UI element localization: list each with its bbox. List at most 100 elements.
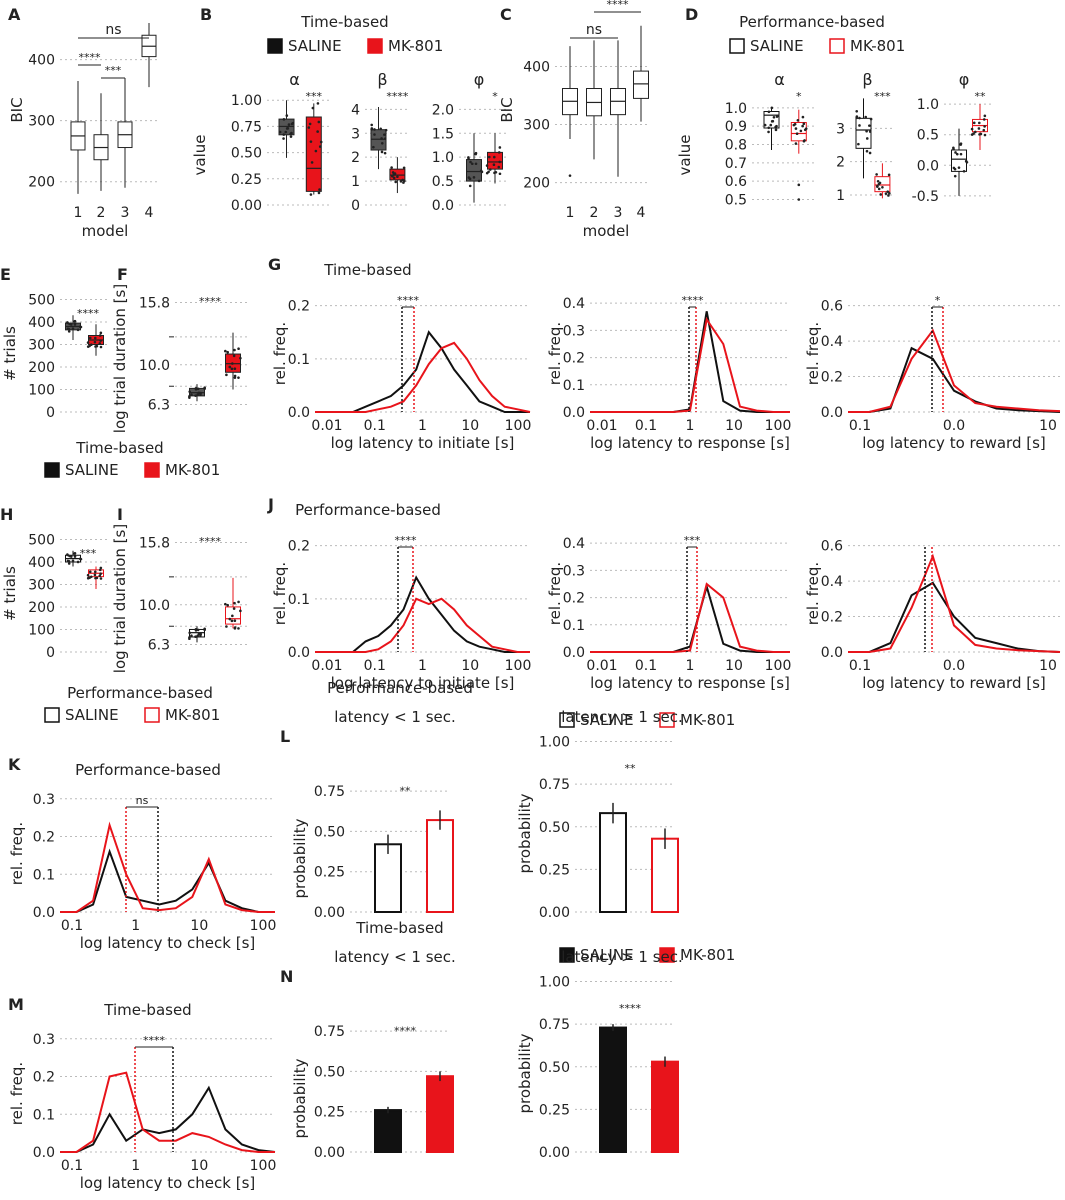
data-point (90, 343, 93, 347)
tick-label-x: 10 (190, 918, 208, 934)
panel-label-K: K (8, 755, 21, 774)
data-point (979, 132, 983, 136)
subplot-0-tick-label: 0.9 (725, 119, 747, 135)
subplot-2-tick-label: 0.0 (917, 158, 939, 174)
subplot-0-tick-label: 0.1 (288, 352, 310, 368)
subplot-0-tick-label: 1.00 (231, 93, 262, 109)
data-point (474, 152, 478, 156)
panel-label-J: J (267, 495, 274, 514)
data-point (379, 127, 383, 131)
subplot-1-tick-label: 0.2 (563, 351, 585, 367)
data-point (319, 140, 323, 144)
data-point (855, 116, 858, 120)
data-point (194, 628, 198, 631)
subplot-0-tick-label: 0.1 (288, 592, 310, 608)
sig-label: **** (395, 534, 418, 547)
sig-label: **** (199, 535, 222, 548)
series-line-mk-801 (848, 553, 1061, 653)
axis-label-y: rel. freq. (804, 322, 822, 385)
tick-label-y: 300 (28, 114, 55, 130)
bar-mk-801 (426, 1075, 454, 1154)
legend-label-saline: SALINE (580, 946, 634, 964)
axis-label-y: rel. freq. (546, 562, 564, 625)
data-point (93, 340, 97, 344)
data-point (233, 374, 237, 378)
data-point (886, 190, 890, 193)
panel-label-A: A (8, 5, 21, 24)
data-point (775, 115, 779, 118)
data-point (317, 120, 321, 124)
duration-tick-label: 6.3 (148, 637, 170, 653)
data-point (772, 115, 776, 119)
tick-label-x: 100 (765, 418, 792, 434)
data-point (190, 393, 193, 396)
legend-label-saline: SALINE (580, 711, 634, 729)
data-point (795, 132, 799, 135)
data-point (237, 627, 240, 630)
data-point (467, 156, 470, 159)
data-point (203, 628, 206, 632)
series-line-mk-801 (590, 316, 790, 413)
subplot-title: latency < 1 sec. (334, 948, 456, 966)
trials-tick-label: 300 (28, 338, 55, 354)
plot-tick-label: 0.0 (33, 1145, 55, 1161)
data-point (763, 123, 767, 127)
data-point (71, 327, 75, 330)
data-point (794, 127, 798, 130)
data-point (498, 146, 502, 149)
tick-label-y: 400 (28, 53, 55, 69)
trials-tick-label: 100 (28, 623, 55, 639)
legend-swatch-saline (267, 38, 283, 54)
tick-label-y: 0.00 (314, 1145, 345, 1161)
data-point (801, 115, 805, 119)
sig-label: **** (682, 294, 705, 307)
data-point (955, 152, 959, 156)
axis-label-y: probability (291, 818, 309, 898)
tick-label-x: 4 (637, 205, 646, 221)
data-point (79, 325, 83, 329)
tick-label-y: 400 (523, 59, 550, 75)
duration-tick-label: 10.0 (139, 598, 170, 614)
data-point (233, 348, 236, 352)
legend-label-saline: SALINE (65, 461, 119, 479)
data-point (307, 126, 311, 129)
legend-swatch-mk-801 (144, 707, 160, 723)
data-point (66, 559, 70, 563)
tick-label-x: 4 (145, 205, 154, 221)
axis-label-y: rel. freq. (546, 322, 564, 385)
subplot-1-tick-label: 0 (351, 198, 360, 214)
data-point (962, 169, 966, 173)
subplot-0-tick-label: 0.25 (231, 172, 262, 188)
sig-label: * (796, 90, 802, 103)
tick-label-y: 0.00 (539, 1145, 570, 1161)
subplot-1-tick-label: 3 (836, 121, 845, 137)
panel-label-M: M (8, 995, 24, 1014)
data-point (98, 574, 102, 578)
data-point (401, 178, 405, 182)
subplot-title: latency > 1 sec. (561, 948, 683, 966)
legend-swatch-saline (44, 707, 60, 723)
subplot-title: latency < 1 sec. (334, 708, 456, 726)
data-point (864, 115, 868, 119)
data-point (228, 617, 232, 621)
data-point (767, 130, 770, 134)
chart-title: Time-based (323, 261, 411, 279)
tick-label-x: 0.1 (635, 418, 657, 434)
trials-tick-label: 100 (28, 383, 55, 399)
param-label: α (774, 70, 785, 89)
data-point (66, 327, 70, 331)
axis-label-y: probability (516, 1033, 534, 1113)
data-point (383, 133, 386, 136)
tick-label-x: 0.01 (586, 418, 617, 434)
data-point (468, 184, 472, 188)
tick-label-y: 0.75 (539, 777, 570, 793)
subplot-2-tick-label: -0.5 (912, 189, 939, 205)
subplot-2-tick-label: 0.0 (821, 405, 843, 421)
data-point (396, 175, 399, 179)
subplot-2-tick-label: 2.0 (432, 102, 454, 118)
bar-saline (599, 1026, 627, 1153)
data-point (865, 137, 869, 140)
data-point (79, 557, 83, 561)
data-point (469, 160, 472, 164)
axis-label-y: rel. freq. (8, 1062, 26, 1125)
